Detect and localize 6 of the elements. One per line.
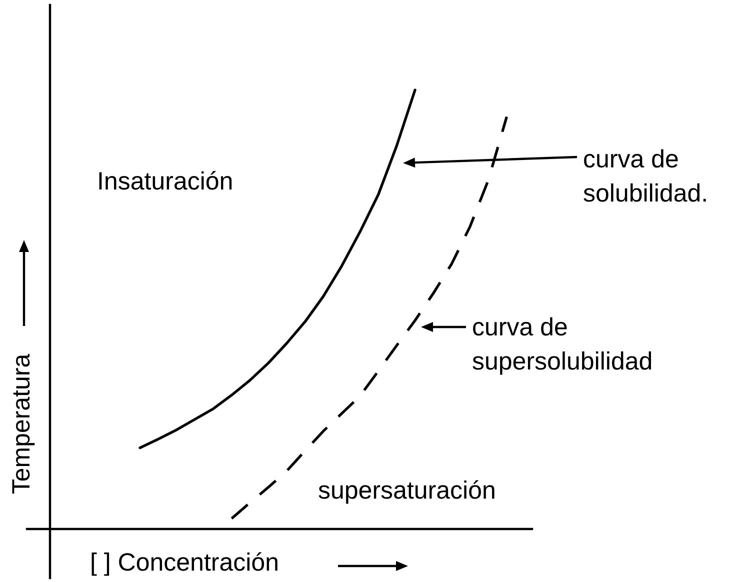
annotation: curva de supersolubilidad: [472, 317, 652, 375]
y-axis-title: Temperatura: [12, 354, 35, 494]
annotation: Insaturación: [99, 171, 232, 190]
text: curva de solubilidad.: [584, 149, 706, 202]
x-axis-title: [ ] Concentración: [92, 552, 278, 576]
annotation: supersaturación: [318, 480, 494, 504]
